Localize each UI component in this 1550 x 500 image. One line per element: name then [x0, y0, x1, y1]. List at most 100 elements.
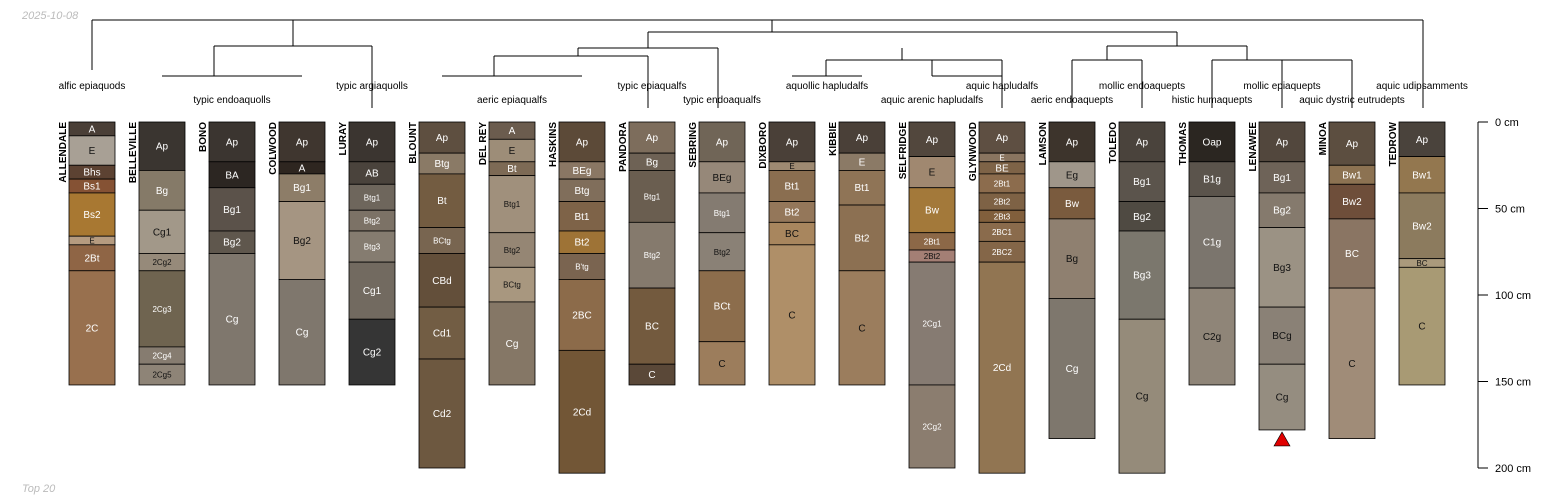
horizon-label: Bw2 — [1412, 221, 1432, 232]
horizon-label: Bg2 — [293, 236, 311, 247]
profile-bono: Ap BA Bg1 Bg2 Cg BONO — [198, 121, 256, 386]
taxon-label-aquic-udipsamments: aquic udipsamments — [1376, 81, 1468, 92]
horizon-kibbie-c — [838, 270, 886, 386]
horizon-label: 2Bt2 — [924, 252, 941, 261]
profile-name-allendale: ALLENDALE — [58, 122, 69, 183]
horizon-label: Bw1 — [1412, 170, 1432, 181]
profile-name-del-rey: DEL REY — [478, 122, 489, 165]
profile-name-lamson: LAMSON — [1038, 122, 1049, 165]
horizon-luray-cg1 — [348, 261, 396, 320]
horizon-haskins-2cd — [558, 349, 606, 474]
horizon-label: 2Cg2 — [152, 258, 172, 267]
horizon-label: 2Cd — [573, 407, 591, 418]
horizon-label: Cd2 — [433, 409, 452, 420]
taxon-label-mollic-epiaquepts: mollic epiaquepts — [1243, 81, 1320, 92]
horizon-label: BC — [645, 322, 659, 333]
horizon-del-rey-cg — [488, 301, 536, 386]
horizon-label: E — [509, 146, 516, 157]
horizon-label: Ap — [926, 135, 939, 146]
horizon-bono-ap — [208, 121, 256, 163]
horizon-label: B1g — [1203, 175, 1221, 186]
horizon-lenawee-bg3 — [1258, 227, 1306, 308]
horizon-kibbie-bt1 — [838, 170, 886, 206]
horizon-label: Cg2 — [363, 348, 382, 359]
profile-luray: Ap AB Btg1 Btg2 Btg3 Cg1 Cg2 LURAY — [338, 121, 396, 386]
horizon-label: Bw2 — [1342, 197, 1362, 208]
horizon-label: Bg2 — [1133, 212, 1151, 223]
profile-name-colwood: COLWOOD — [268, 122, 279, 175]
horizon-label: Bhs — [83, 168, 100, 179]
horizon-label: Bg1 — [293, 183, 311, 194]
horizon-label: Eg — [1066, 170, 1078, 181]
horizon-label: Btg — [434, 159, 449, 170]
horizon-label: Ap — [1136, 137, 1149, 148]
horizon-label: Cg1 — [363, 286, 382, 297]
profile-name-luray: LURAY — [338, 122, 349, 156]
horizon-label: BCtg — [503, 281, 521, 290]
horizon-label: 2Cg4 — [152, 352, 172, 361]
profile-name-bono: BONO — [198, 122, 209, 152]
horizon-label: Ap — [436, 133, 449, 144]
horizon-label: Bg3 — [1273, 263, 1291, 274]
caption-label: Top 20 — [22, 483, 56, 495]
horizon-lamson-bg — [1048, 218, 1096, 299]
horizon-tedrow-c — [1398, 266, 1446, 386]
horizon-haskins-b-tg — [558, 253, 606, 280]
horizon-label: Bg — [1066, 254, 1078, 265]
profile-del-rey: AE Bt Btg1 Btg2 BCtg Cg DEL REY — [478, 121, 536, 386]
horizon-tedrow-bw2 — [1398, 192, 1446, 260]
horizon-label: BEg — [713, 173, 732, 184]
horizon-blount-bt — [418, 173, 466, 228]
depth-tick-label: 150 cm — [1495, 377, 1531, 389]
horizon-label: Cg — [1066, 364, 1079, 375]
horizon-label: Bt1 — [784, 182, 799, 193]
horizon-label: E — [89, 237, 94, 246]
profile-thomas: Oap B1g C1g C2g THOMAS — [1178, 121, 1236, 386]
horizon-label: BC — [1345, 249, 1359, 260]
horizon-colwood-ap — [278, 121, 326, 163]
profile-lenawee: Ap Bg1 Bg2 Bg3 BCg Cg LENAWEE — [1248, 121, 1306, 447]
profile-name-lenawee: LENAWEE — [1248, 122, 1259, 172]
horizon-label: C1g — [1203, 238, 1221, 249]
horizon-label: E — [789, 162, 794, 171]
horizon-label: Ap — [1066, 137, 1079, 148]
horizon-blount-cd1 — [418, 306, 466, 360]
horizon-label: Bt1 — [574, 212, 589, 223]
profile-name-belleville: BELLEVILLE — [128, 122, 139, 183]
horizon-blount-bctg — [418, 227, 466, 254]
horizon-label: E — [89, 146, 96, 157]
horizon-toledo-bg1 — [1118, 161, 1166, 202]
horizon-label: Btg2 — [644, 251, 661, 260]
horizon-label: Cd1 — [433, 329, 452, 340]
horizon-label: Ap — [716, 137, 729, 148]
horizon-label: 2Bt — [84, 253, 99, 264]
depth-tick-label: 100 cm — [1495, 290, 1531, 302]
horizon-label: 2Bt2 — [994, 198, 1011, 207]
horizon-pandora-bc — [628, 287, 676, 365]
horizon-label: Ap — [786, 137, 799, 148]
horizon-selfridge-2cg2 — [908, 384, 956, 469]
profile-name-thomas: THOMAS — [1178, 122, 1189, 166]
horizon-selfridge-bw — [908, 187, 956, 234]
horizon-label: CBd — [432, 276, 451, 287]
horizon-selfridge-ap — [908, 121, 956, 157]
horizon-label: BE — [995, 163, 1009, 174]
horizon-label: Ap — [226, 137, 239, 148]
horizon-tedrow-bw1 — [1398, 156, 1446, 194]
horizon-label: 2Bt1 — [994, 179, 1011, 188]
taxon-label-typic-argiaquolls: typic argiaquolls — [336, 81, 408, 92]
horizon-allendale-e — [68, 135, 116, 166]
profile-lamson: Ap Eg Bw Bg Cg LAMSON — [1038, 121, 1096, 439]
profile-dixboro: Ap E Bt1 Bt2 BC C DIXBORO — [758, 121, 816, 386]
horizon-label: BCtg — [433, 237, 451, 246]
horizon-label: 2BC2 — [992, 248, 1013, 257]
horizon-label: 2Bt1 — [924, 237, 941, 246]
horizon-allendale-2c — [68, 270, 116, 386]
horizon-colwood-cg — [278, 279, 326, 386]
horizon-toledo-cg — [1118, 318, 1166, 474]
horizon-label: 2BC — [572, 310, 591, 321]
profile-pandora: Ap Bg Btg1 Btg2 BC C PANDORA — [618, 121, 676, 386]
horizon-label: Bg1 — [223, 205, 241, 216]
horizon-del-rey-bctg — [488, 266, 536, 303]
